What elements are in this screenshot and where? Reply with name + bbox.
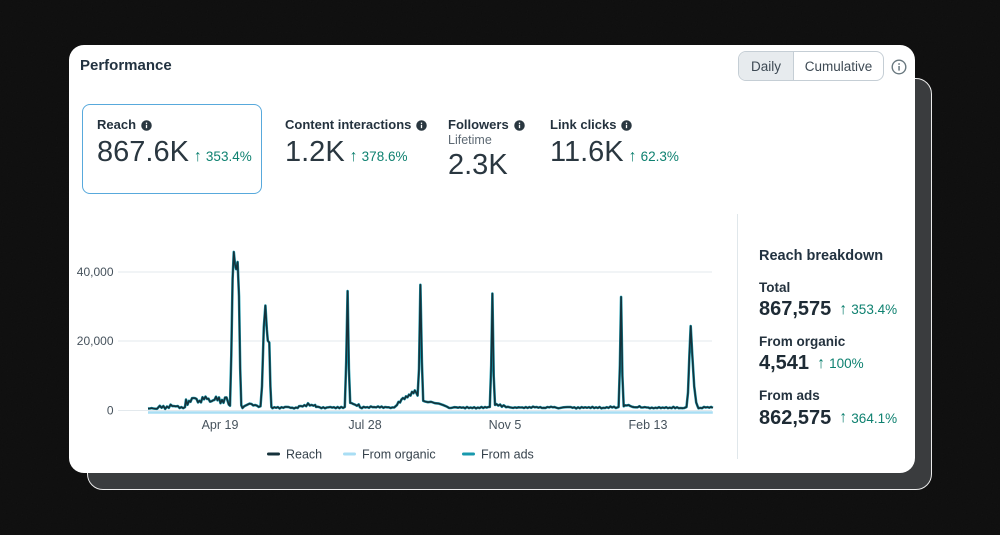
svg-text:Feb 13: Feb 13 bbox=[629, 418, 668, 432]
svg-text:From ads: From ads bbox=[481, 448, 534, 462]
svg-text:0: 0 bbox=[107, 404, 114, 418]
svg-text:20,000: 20,000 bbox=[77, 334, 114, 348]
svg-text:Reach: Reach bbox=[286, 448, 322, 462]
svg-text:From organic: From organic bbox=[362, 448, 436, 462]
svg-text:Apr 19: Apr 19 bbox=[202, 418, 239, 432]
svg-text:40,000: 40,000 bbox=[77, 265, 114, 279]
svg-text:Jul 28: Jul 28 bbox=[348, 418, 381, 432]
svg-text:Nov 5: Nov 5 bbox=[489, 418, 522, 432]
